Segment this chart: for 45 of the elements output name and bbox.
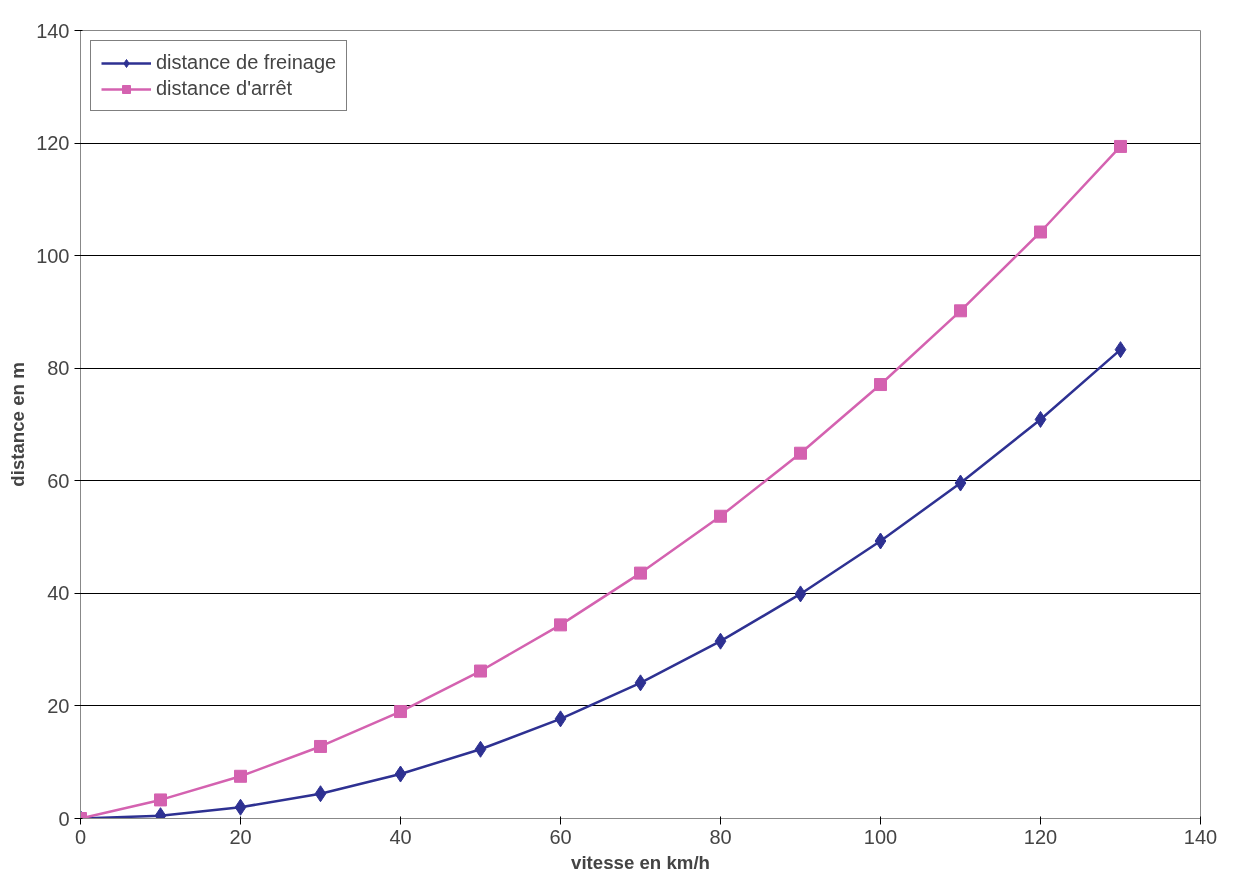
x-tick-label: 100 <box>863 825 898 848</box>
x-tick-label: 20 <box>229 825 252 848</box>
point <box>234 769 247 783</box>
point <box>1034 225 1047 239</box>
point <box>874 378 887 392</box>
y-tick-label: 120 <box>36 132 70 155</box>
x-tick-label: 120 <box>1023 825 1058 848</box>
y-tick-label: 80 <box>47 357 70 380</box>
point <box>954 474 967 492</box>
legend-label: distance d'arrêt <box>156 77 293 100</box>
x-axis-title: vitesse en km/h <box>571 851 710 873</box>
point <box>1034 410 1047 428</box>
point <box>794 585 807 603</box>
point <box>714 509 727 523</box>
point <box>474 740 487 758</box>
x-tick-label: 60 <box>549 825 572 848</box>
x-tick-label: 80 <box>709 825 732 848</box>
point <box>474 664 487 678</box>
point <box>1114 341 1127 359</box>
point <box>874 532 887 550</box>
x-tick-label: 140 <box>1183 825 1218 848</box>
y-tick-label: 0 <box>58 807 70 830</box>
point <box>714 632 727 650</box>
y-tick-label: 20 <box>47 694 70 717</box>
point <box>234 798 247 816</box>
point <box>394 765 407 783</box>
point <box>154 793 167 807</box>
point <box>314 739 327 753</box>
point <box>554 710 567 728</box>
point <box>1114 139 1127 153</box>
x-tick-label: 40 <box>389 825 412 848</box>
point <box>954 304 967 318</box>
point <box>394 705 407 719</box>
point <box>634 674 647 692</box>
y-tick-label: 40 <box>47 582 70 605</box>
point <box>314 785 327 803</box>
y-tick-label: 60 <box>47 469 70 492</box>
y-axis-title: distance en m <box>7 362 29 487</box>
legend-label: distance de freinage <box>156 51 337 74</box>
y-tick-label: 140 <box>36 19 70 42</box>
y-tick-label: 100 <box>36 244 70 267</box>
point <box>634 566 647 580</box>
point <box>794 446 807 460</box>
point <box>554 618 567 632</box>
x-tick-label: 0 <box>74 825 87 848</box>
